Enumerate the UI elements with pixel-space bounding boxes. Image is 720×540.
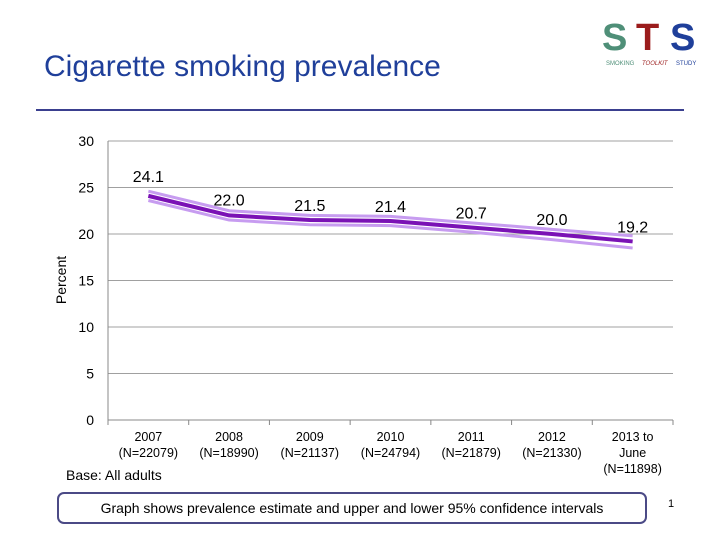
x-tick-label: (N=24794) bbox=[361, 446, 420, 460]
slide-title: Cigarette smoking prevalence bbox=[44, 50, 441, 83]
y-axis-label: Percent bbox=[53, 256, 69, 304]
svg-text:S: S bbox=[670, 17, 695, 59]
data-label: 21.4 bbox=[375, 199, 406, 216]
data-label: 19.2 bbox=[617, 219, 648, 236]
svg-text:STUDY: STUDY bbox=[676, 61, 696, 67]
x-tick-label: (N=21330) bbox=[522, 446, 581, 460]
data-label: 21.5 bbox=[294, 198, 325, 215]
data-label: 20.7 bbox=[456, 205, 487, 222]
svg-text:TOOLKIT: TOOLKIT bbox=[642, 61, 669, 67]
svg-text:S: S bbox=[602, 17, 627, 59]
title-divider bbox=[36, 109, 684, 111]
y-tick-label: 15 bbox=[78, 273, 94, 289]
data-label: 24.1 bbox=[133, 169, 164, 186]
y-tick-label: 30 bbox=[78, 133, 94, 149]
x-tick-label: (N=11898) bbox=[603, 462, 661, 476]
x-tick-label: 2007 bbox=[134, 430, 162, 444]
x-tick-label: (N=18990) bbox=[199, 446, 258, 460]
svg-text:SMOKING: SMOKING bbox=[606, 61, 635, 67]
sts-logo: S T S SMOKING TOOLKIT STUDY bbox=[602, 17, 696, 67]
y-tick-label: 5 bbox=[86, 366, 94, 382]
x-tick-label: June bbox=[619, 446, 646, 460]
y-tick-label: 0 bbox=[86, 412, 94, 428]
x-tick-label: 2009 bbox=[296, 430, 324, 444]
data-label: 22.0 bbox=[214, 192, 245, 209]
upper-ci-line bbox=[148, 189, 633, 238]
x-tick-label: (N=21879) bbox=[442, 446, 501, 460]
svg-text:T: T bbox=[636, 17, 659, 59]
y-tick-label: 10 bbox=[78, 319, 94, 335]
x-tick-label: 2008 bbox=[215, 430, 243, 444]
x-tick-label: 2011 bbox=[458, 430, 485, 444]
x-tick-label: 2013 to bbox=[612, 430, 654, 444]
x-tick-label: 2010 bbox=[377, 430, 405, 444]
x-tick-label: 2012 bbox=[538, 430, 566, 444]
y-tick-label: 20 bbox=[78, 226, 94, 242]
x-tick-label: (N=22079) bbox=[119, 446, 178, 460]
lower-ci-line bbox=[148, 199, 633, 250]
base-note: Base: All adults bbox=[66, 467, 162, 483]
data-label: 20.0 bbox=[536, 212, 567, 229]
page-number: 1 bbox=[668, 498, 675, 510]
y-tick-label: 25 bbox=[78, 180, 94, 196]
ci-note-box: Graph shows prevalence estimate and uppe… bbox=[57, 492, 647, 524]
x-tick-label: (N=21137) bbox=[281, 446, 339, 460]
